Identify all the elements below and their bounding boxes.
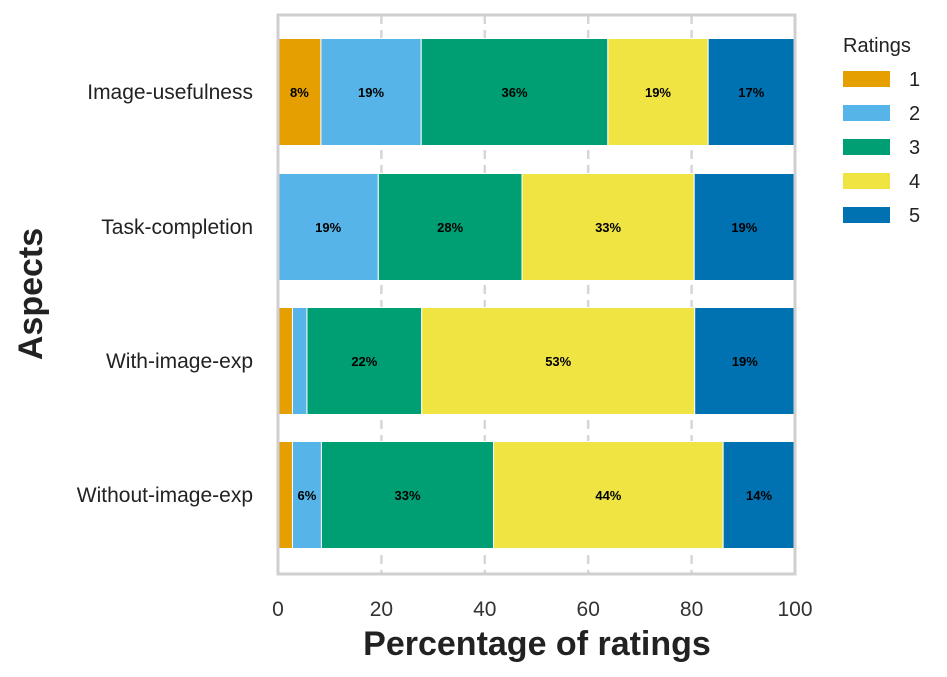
legend-swatch — [843, 71, 890, 87]
x-tick-label: 40 — [473, 598, 496, 621]
legend-title: Ratings — [843, 35, 911, 57]
bar-segment — [320, 441, 495, 549]
y-tick-labels: Image-usefulness Task-completion With-imag… — [77, 81, 253, 507]
bar-segment — [320, 38, 422, 146]
legend-label: 3 — [909, 137, 920, 159]
bar-segment — [521, 173, 695, 281]
bar-segment — [277, 38, 322, 146]
bar-segment — [607, 38, 709, 146]
plot-frame — [276, 13, 797, 576]
bar-segment — [722, 441, 796, 549]
x-tick-label: 0 — [272, 598, 284, 621]
bar-value-label: 33% — [394, 488, 420, 503]
y-tick-label: Task-completion — [101, 216, 253, 239]
bar-segment — [493, 441, 724, 549]
legend-swatch — [843, 105, 890, 121]
bar-segment — [306, 307, 423, 415]
bar-value-label: 14% — [746, 488, 772, 503]
bar-segment — [377, 173, 523, 281]
bar-value-label: 19% — [645, 85, 671, 100]
bar-value-label: 6% — [298, 488, 317, 503]
legend-label: 1 — [909, 69, 920, 91]
legend-swatch — [843, 139, 890, 155]
bar-value-label: 8% — [290, 85, 309, 100]
bar-segment — [277, 441, 293, 549]
legend-label: 5 — [909, 205, 920, 227]
y-tick-label: With-image-exp — [106, 350, 253, 373]
legend-swatch — [843, 173, 890, 189]
legend: Ratings 1 2 3 4 5 — [843, 35, 920, 227]
bar-segment — [277, 173, 379, 281]
bar-value-label: 19% — [731, 220, 757, 235]
legend-label: 4 — [909, 171, 920, 193]
y-tick-label: Without-image-exp — [77, 484, 253, 507]
bar-value-label: 53% — [545, 354, 571, 369]
bar-labels: 8% 19% 36% 19% 17% 19% 28% 33% 19% 22% 53% 19% 6% 33%… — [290, 85, 772, 503]
bar-segment — [291, 307, 308, 415]
bar-segment — [277, 307, 293, 415]
x-tick-label: 80 — [680, 598, 703, 621]
bar-value-label: 19% — [315, 220, 341, 235]
legend-swatch — [843, 207, 890, 223]
x-tick-label: 100 — [777, 598, 812, 621]
x-tick-label: 20 — [370, 598, 393, 621]
bar-segment — [694, 307, 796, 415]
bars — [277, 38, 796, 549]
bar-value-label: 44% — [595, 488, 621, 503]
bar-value-label: 28% — [437, 220, 463, 235]
y-tick-label: Image-usefulness — [87, 81, 253, 104]
bar-segment — [693, 173, 795, 281]
bar-segment — [420, 38, 609, 146]
x-tick-labels: 0 20 40 60 80 100 — [272, 598, 812, 621]
bar-value-label: 22% — [351, 354, 377, 369]
bar-value-label: 17% — [738, 85, 764, 100]
x-axis-title: Percentage of ratings — [363, 625, 711, 663]
legend-label: 2 — [909, 103, 920, 125]
bar-value-label: 33% — [595, 220, 621, 235]
bar-segment — [707, 38, 795, 146]
bar-value-label: 19% — [732, 354, 758, 369]
y-axis-title: Aspects — [12, 228, 50, 360]
bar-value-label: 19% — [358, 85, 384, 100]
bar-value-label: 36% — [502, 85, 528, 100]
x-tick-label: 60 — [577, 598, 600, 621]
bar-segment — [421, 307, 696, 415]
